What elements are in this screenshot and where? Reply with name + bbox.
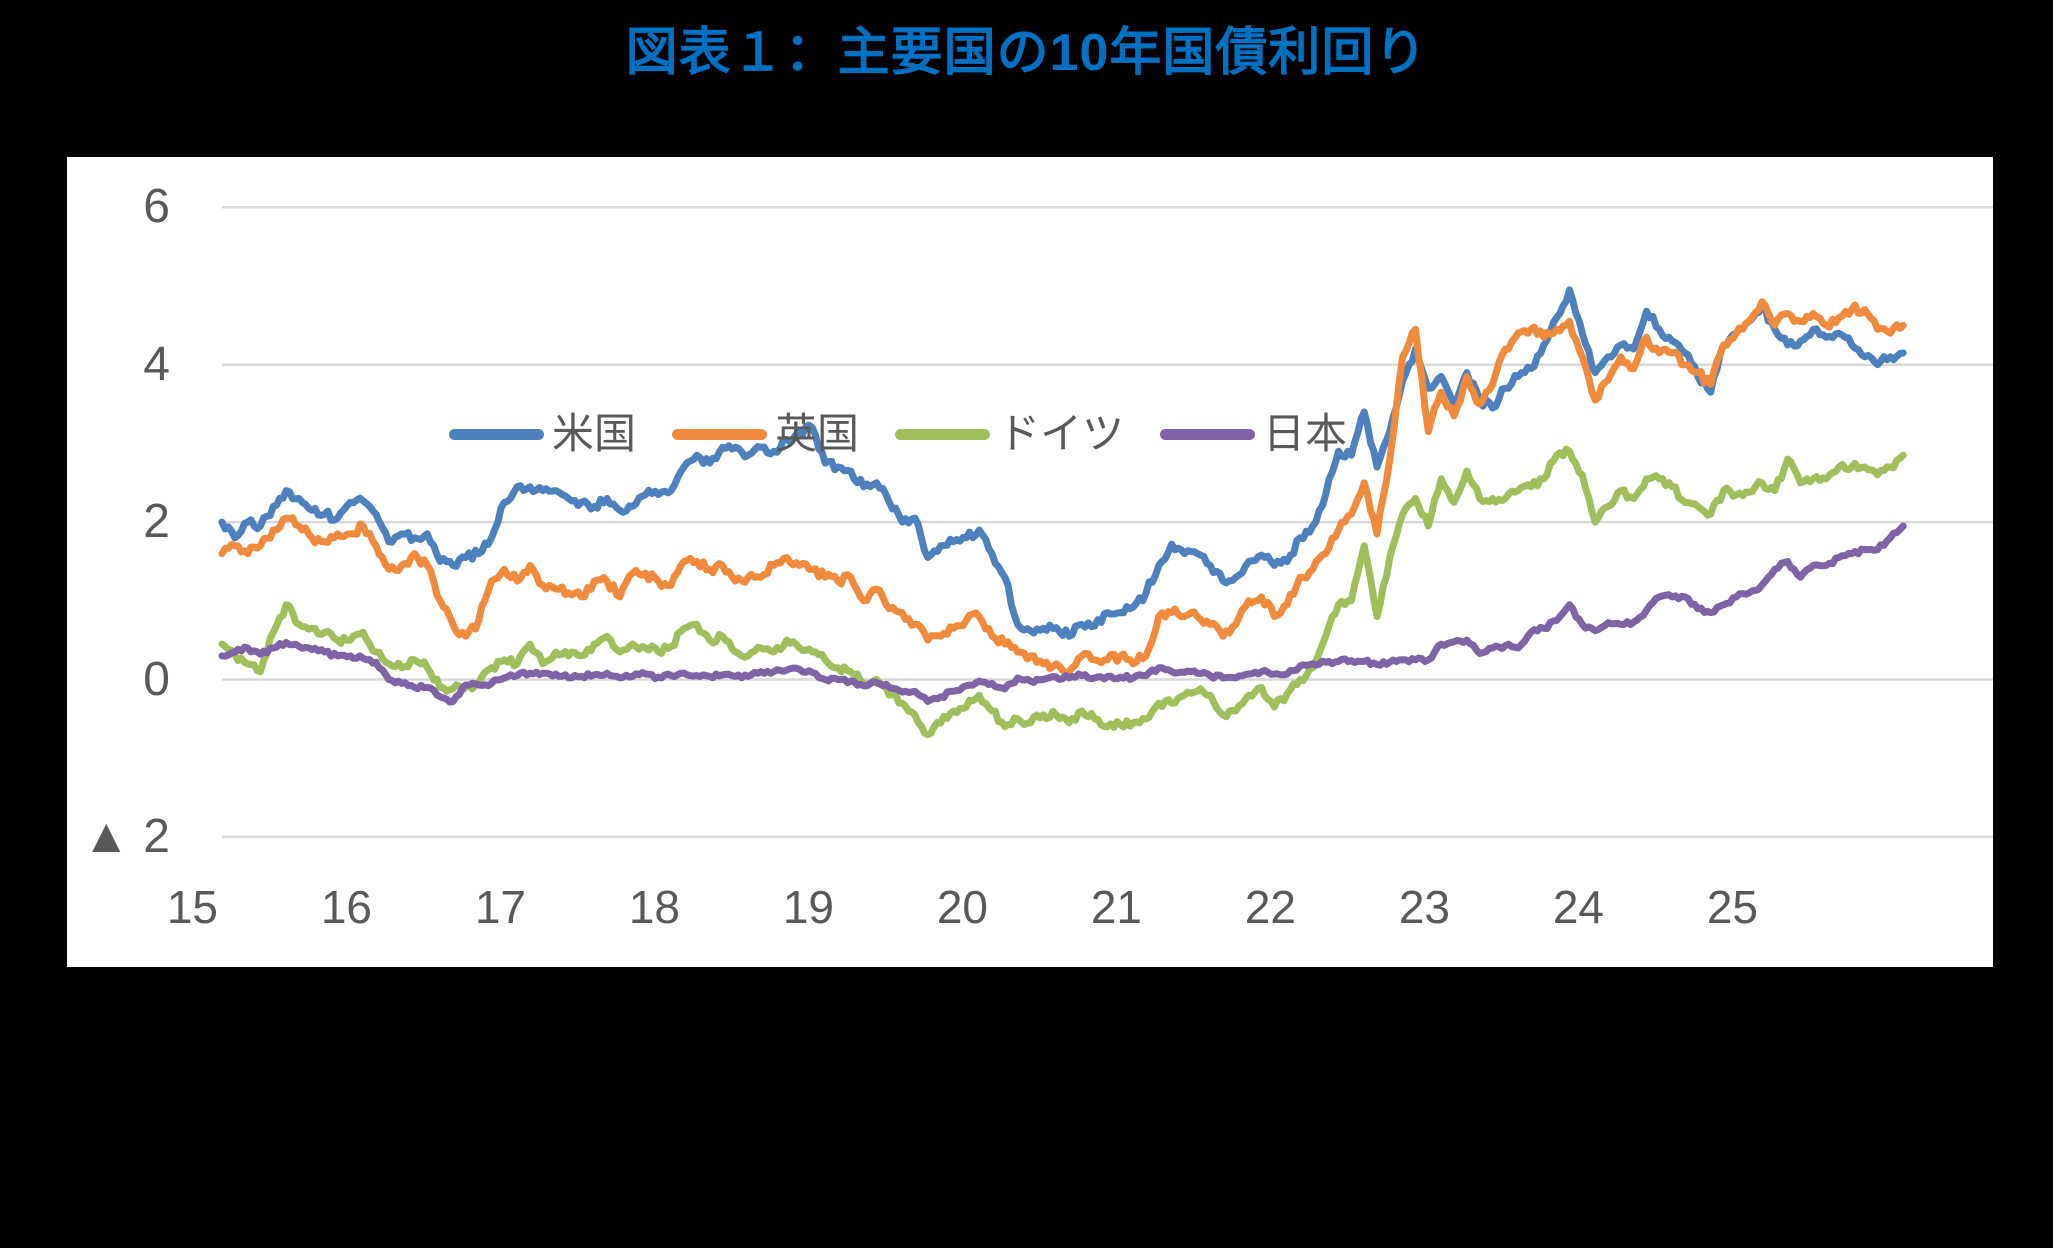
series-line-ドイツ xyxy=(218,445,1907,739)
x-axis-tick-label: 22 xyxy=(1244,881,1296,933)
x-axis-tick-label: 16 xyxy=(320,881,372,933)
y-axis-tick-label: 4 xyxy=(143,337,170,391)
chart-panel: 米国 英国 ドイツ 日本 xyxy=(67,157,1993,967)
legend-item-米国: 米国 xyxy=(449,413,636,455)
x-axis-tick-label: 19 xyxy=(782,881,834,933)
series-line-日本 xyxy=(218,522,1907,706)
y-axis-tick-label: 0 xyxy=(143,652,170,706)
chart-title: 図表１：主要国の10年国債利回り xyxy=(625,24,1428,82)
x-axis-tick-label: 15 xyxy=(166,881,218,933)
legend-label: 日本 xyxy=(1263,410,1348,457)
legend-label: 英国 xyxy=(775,410,860,457)
legend-item-ドイツ: ドイツ xyxy=(895,413,1124,455)
legend-line-sample-icon xyxy=(895,428,991,440)
y-axis-tick-label: 6 xyxy=(143,180,170,234)
x-axis-tick-label: 20 xyxy=(936,881,988,933)
x-axis-tick-label: 17 xyxy=(474,881,526,933)
y-axis-tick-label: 2 xyxy=(143,495,170,549)
legend-line-sample-icon xyxy=(449,428,544,440)
series-line-米国 xyxy=(218,286,1907,640)
legend-label: ドイツ xyxy=(998,410,1125,457)
legend-label: 米国 xyxy=(552,410,637,457)
series-line-英国 xyxy=(218,298,1907,677)
legend-item-英国: 英国 xyxy=(672,413,859,455)
x-axis-tick-label: 25 xyxy=(1706,881,1758,933)
plot-area xyxy=(218,206,1993,839)
x-axis-tick-label: 21 xyxy=(1090,881,1142,933)
x-axis-tick-label: 23 xyxy=(1398,881,1450,933)
legend-item-日本: 日本 xyxy=(1160,413,1347,455)
x-axis-tick-label: 24 xyxy=(1552,881,1604,933)
legend-line-sample-icon xyxy=(1160,428,1256,440)
x-axis-tick-label: 18 xyxy=(628,881,680,933)
y-axis-tick-label: ▲ 2 xyxy=(82,809,170,863)
legend: 米国 英国 ドイツ 日本 xyxy=(449,409,1383,459)
legend-line-sample-icon xyxy=(672,428,768,440)
